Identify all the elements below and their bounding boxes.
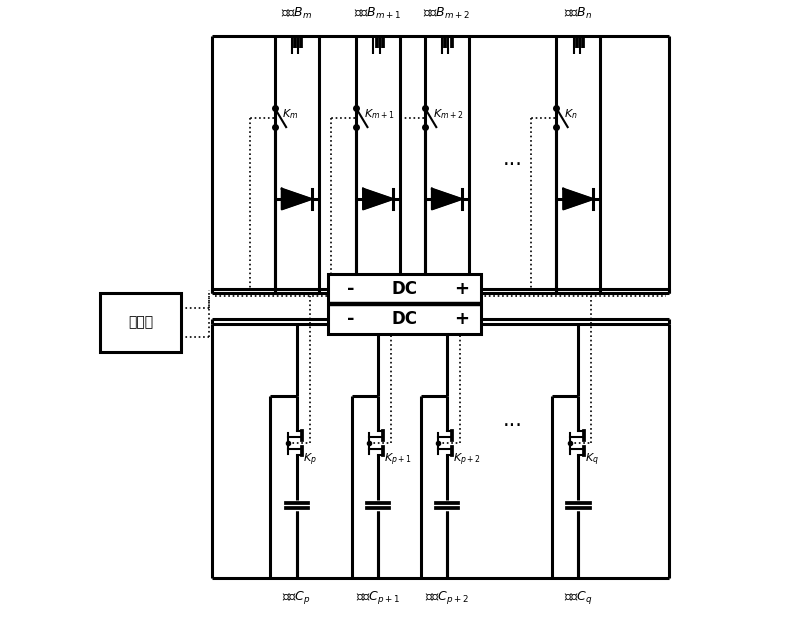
Text: $K_{m+1}$: $K_{m+1}$ bbox=[364, 108, 394, 121]
Text: 电容$C_q$: 电容$C_q$ bbox=[564, 589, 593, 606]
Text: -: - bbox=[347, 280, 354, 298]
Text: 电容$C_{p+2}$: 电容$C_{p+2}$ bbox=[425, 589, 469, 606]
Bar bbox=[328, 274, 482, 334]
Text: -: - bbox=[347, 310, 354, 328]
Bar bbox=[100, 293, 181, 352]
Text: 电池$B_{m+2}$: 电池$B_{m+2}$ bbox=[423, 6, 470, 21]
Polygon shape bbox=[432, 189, 462, 209]
Text: $K_q$: $K_q$ bbox=[585, 452, 598, 468]
Text: $K_{m+2}$: $K_{m+2}$ bbox=[433, 108, 463, 121]
Text: 电池$B_m$: 电池$B_m$ bbox=[281, 6, 313, 21]
Text: 电池$B_{m+1}$: 电池$B_{m+1}$ bbox=[354, 6, 402, 21]
Text: +: + bbox=[454, 280, 469, 298]
Text: 电池$B_n$: 电池$B_n$ bbox=[564, 6, 593, 21]
Text: DC: DC bbox=[392, 310, 418, 328]
Text: $K_{p+2}$: $K_{p+2}$ bbox=[453, 452, 481, 468]
Text: ···: ··· bbox=[502, 155, 522, 175]
Text: $K_{p+1}$: $K_{p+1}$ bbox=[384, 452, 412, 468]
Polygon shape bbox=[282, 189, 312, 209]
Text: DC: DC bbox=[392, 280, 418, 298]
Text: $K_n$: $K_n$ bbox=[564, 108, 578, 121]
Polygon shape bbox=[563, 189, 594, 209]
Text: 电容$C_{p+1}$: 电容$C_{p+1}$ bbox=[356, 589, 401, 606]
Text: 控制器: 控制器 bbox=[128, 316, 153, 330]
Text: $K_p$: $K_p$ bbox=[303, 452, 317, 468]
Text: 电容$C_p$: 电容$C_p$ bbox=[282, 589, 311, 606]
Text: $K_m$: $K_m$ bbox=[282, 108, 298, 121]
Text: +: + bbox=[454, 310, 469, 328]
Polygon shape bbox=[363, 189, 393, 209]
Text: ···: ··· bbox=[502, 416, 522, 436]
